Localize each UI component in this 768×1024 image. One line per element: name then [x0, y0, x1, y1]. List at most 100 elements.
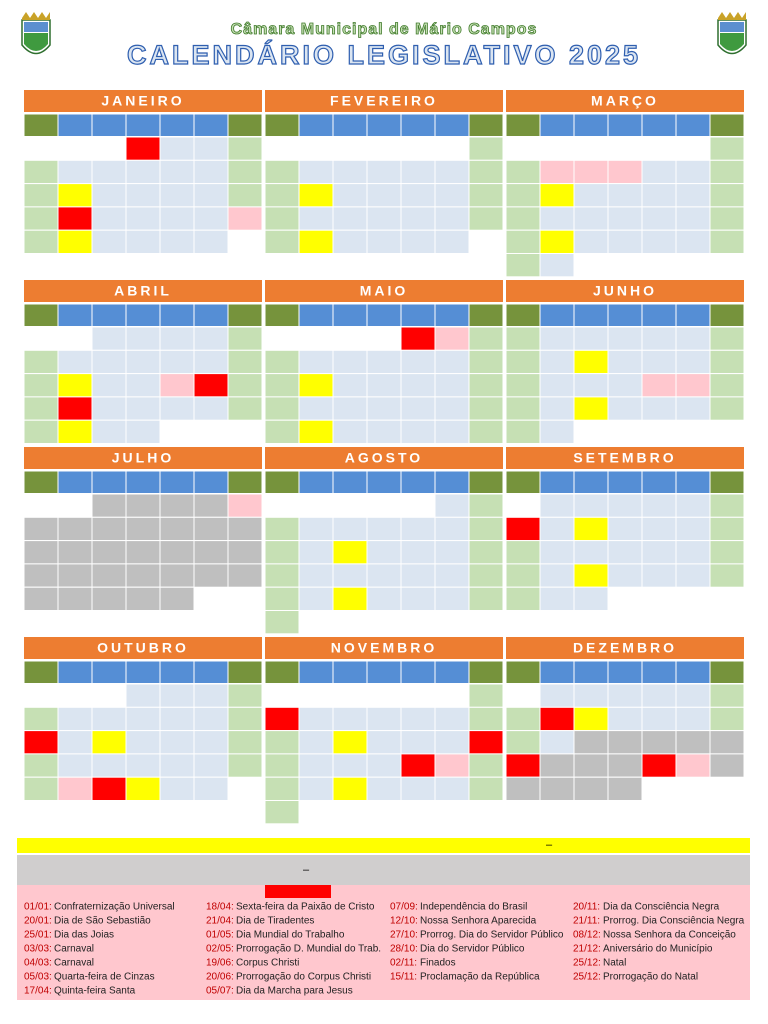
day-cell — [573, 183, 609, 208]
weekday-cell — [91, 303, 127, 327]
weekday-cell — [227, 113, 263, 137]
day-cell — [264, 419, 300, 445]
day-cell — [505, 753, 541, 778]
day-cell — [400, 183, 436, 208]
day-cell — [159, 776, 195, 802]
weekday-cell — [641, 660, 677, 684]
day-cell — [125, 730, 161, 755]
day-cell — [125, 753, 161, 778]
day-cell — [505, 563, 541, 588]
day-cell — [573, 516, 609, 542]
weekday-cell — [709, 113, 745, 137]
holiday-date: 01/01: — [24, 902, 52, 913]
day-cell — [91, 229, 127, 254]
month-name: MARÇO — [591, 93, 659, 109]
day-cell — [298, 396, 334, 421]
month-name: JANEIRO — [101, 93, 184, 109]
day-cell — [23, 516, 59, 542]
weekday-cell — [23, 660, 59, 684]
day-cell — [366, 540, 402, 565]
day-cell — [193, 159, 229, 185]
day-cell — [298, 753, 334, 778]
weekday-cell — [607, 660, 643, 684]
day-cell — [675, 540, 711, 565]
day-cell — [91, 373, 127, 398]
day-cell — [57, 419, 93, 445]
day-cell — [675, 183, 711, 208]
weekday-cell — [332, 660, 368, 684]
day-cell — [159, 229, 195, 254]
day-cell — [125, 349, 161, 375]
holiday-name: Dia do Servidor Público — [420, 944, 525, 955]
day-cell — [675, 683, 711, 708]
day-cell — [332, 159, 368, 185]
day-cell — [159, 349, 195, 375]
weekday-cell — [709, 470, 745, 494]
day-cell — [505, 373, 541, 398]
day-cell — [709, 349, 745, 375]
day-cell — [23, 563, 59, 588]
day-cell — [193, 563, 229, 588]
holiday-name: Proclamação da República — [420, 972, 540, 983]
day-cell — [641, 159, 677, 185]
day-cell — [505, 349, 541, 375]
day-cell — [573, 493, 609, 518]
day-cell — [159, 516, 195, 542]
holiday-name: Carnaval — [54, 944, 94, 955]
day-cell — [573, 563, 609, 588]
day-cell — [709, 753, 745, 778]
day-cell — [23, 586, 59, 612]
day-cell — [468, 730, 504, 755]
day-cell — [159, 326, 195, 351]
month-name: AGOSTO — [345, 450, 423, 466]
day-cell — [227, 396, 263, 421]
holiday-date: 04/03: — [24, 958, 52, 969]
day-cell — [193, 493, 229, 518]
holiday-date: 25/01: — [24, 930, 52, 941]
day-cell — [366, 706, 402, 732]
weekday-cell — [641, 470, 677, 494]
day-cell — [709, 683, 745, 708]
day-cell — [641, 706, 677, 732]
month-header — [506, 280, 744, 302]
day-cell — [227, 730, 263, 755]
day-cell — [91, 326, 127, 351]
day-cell — [298, 563, 334, 588]
day-cell — [159, 493, 195, 518]
day-cell — [641, 206, 677, 231]
day-cell — [91, 206, 127, 231]
day-cell — [434, 229, 470, 254]
subtitle: Câmara Municipal de Mário Campos — [231, 21, 538, 38]
day-cell — [539, 586, 575, 612]
day-cell — [193, 516, 229, 542]
weekday-cell — [675, 470, 711, 494]
holiday-box — [17, 885, 750, 1000]
holiday-date: 03/03: — [24, 944, 52, 955]
month-header — [24, 447, 262, 469]
holiday-date: 20/11: — [573, 902, 600, 913]
month-name: JUNHO — [593, 283, 657, 299]
day-cell — [641, 563, 677, 588]
day-cell — [125, 776, 161, 802]
day-cell — [332, 183, 368, 208]
day-cell — [193, 683, 229, 708]
weekday-cell — [264, 470, 300, 494]
day-cell — [366, 183, 402, 208]
weekday-cell — [193, 470, 229, 494]
day-cell — [468, 753, 504, 778]
day-cell — [641, 396, 677, 421]
weekday-cell — [468, 660, 504, 684]
day-cell — [227, 683, 263, 708]
holiday-name: Dia da Consciência Negra — [603, 902, 720, 913]
day-cell — [400, 516, 436, 542]
weekday-cell — [159, 303, 195, 327]
day-cell — [709, 373, 745, 398]
weekday-cell — [505, 470, 541, 494]
day-cell — [298, 349, 334, 375]
holiday-date: 07/09: — [390, 902, 418, 913]
day-cell — [709, 730, 745, 755]
day-cell — [607, 776, 643, 802]
day-cell — [227, 516, 263, 542]
day-cell — [468, 683, 504, 708]
